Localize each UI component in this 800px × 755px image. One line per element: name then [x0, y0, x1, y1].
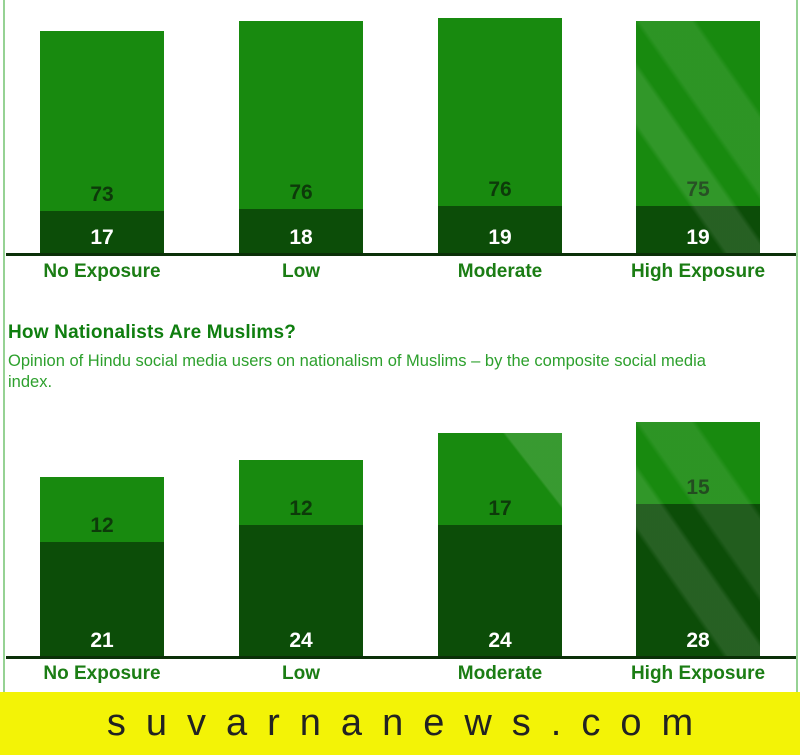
bar-value-label-dark: 21 — [90, 629, 114, 652]
bar-moderate: 17 24 — [438, 433, 562, 656]
bar-value-label-light: 76 — [488, 178, 512, 201]
bar-segment-light — [40, 477, 164, 542]
bar-value-label-light: 75 — [686, 178, 710, 201]
chart-subtitle: Opinion of Hindu social media users on n… — [8, 351, 706, 391]
bar-high-exposure: 15 28 — [636, 422, 760, 656]
watermark-banner: suvarnanews.com — [0, 692, 800, 755]
bar-segment-light — [438, 433, 562, 525]
bar-segment-dark — [636, 504, 760, 656]
bar-segment-dark — [239, 209, 363, 253]
bar-value-label-dark: 19 — [686, 226, 710, 249]
chart-bottom-stacked-bars: 12 21 12 24 17 24 15 28 No Exposure Low Moderate H… — [0, 371, 800, 691]
bar-segment-light — [636, 21, 760, 206]
category-label-moderate: Moderate — [457, 261, 543, 282]
chart-bottom-x-axis — [6, 656, 796, 659]
bar-no-exposure: 73 17 — [40, 31, 164, 253]
bar-value-label-dark: 24 — [488, 629, 512, 652]
bar-value-label-light: 73 — [90, 183, 114, 206]
bar-segment-dark — [636, 206, 760, 253]
bar-value-label-light: 76 — [289, 181, 313, 204]
category-label-low: Low — [282, 261, 320, 282]
bar-moderate: 76 19 — [438, 18, 562, 253]
chart-top-stacked-bars: 73 17 76 18 76 19 75 19 No Exposure Low Moderate H… — [0, 0, 800, 290]
bar-value-label-dark: 18 — [289, 226, 313, 249]
chart-bottom-plot-area: 12 21 12 24 17 24 15 28 — [0, 371, 800, 656]
bar-value-label-dark: 28 — [686, 629, 710, 652]
bar-segment-dark — [40, 211, 164, 253]
bar-value-label-light: 12 — [289, 497, 313, 520]
category-label-high-exposure: High Exposure — [630, 663, 766, 684]
chart-top-category-labels: No Exposure Low Moderate High Exposure — [0, 261, 800, 285]
bar-low: 76 18 — [239, 21, 363, 253]
chart-top-x-axis — [6, 253, 796, 256]
bar-segment-dark — [438, 206, 562, 253]
bar-value-label-dark: 17 — [90, 226, 114, 249]
bar-segment-dark — [40, 542, 164, 656]
frame-border-right — [796, 0, 798, 692]
chart-bottom-category-labels: No Exposure Low Moderate High Exposure — [0, 663, 800, 687]
bar-segment-light — [239, 21, 363, 209]
bar-segment-light — [636, 422, 760, 504]
chart-bottom-header: How Nationalists Are Muslims? Opinion of… — [8, 322, 748, 393]
bar-no-exposure: 12 21 — [40, 477, 164, 656]
category-label-moderate: Moderate — [457, 663, 543, 684]
bar-segment-dark — [438, 525, 562, 656]
chart-title: How Nationalists Are Muslims? — [8, 322, 297, 343]
watermark-text: suvarnanews.com — [106, 702, 714, 744]
bar-value-label-light: 15 — [686, 476, 710, 499]
category-label-no-exposure: No Exposure — [43, 261, 161, 282]
bar-value-label-dark: 19 — [488, 226, 512, 249]
bar-value-label-light: 12 — [90, 514, 114, 537]
category-label-no-exposure: No Exposure — [43, 663, 161, 684]
bar-segment-light — [438, 18, 562, 206]
chart-top-plot-area: 73 17 76 18 76 19 75 19 — [0, 0, 800, 253]
bar-segment-dark — [239, 525, 363, 656]
bar-segment-light — [40, 31, 164, 211]
bar-value-label-light: 17 — [488, 497, 512, 520]
category-label-high-exposure: High Exposure — [630, 261, 766, 282]
frame-border-left — [3, 0, 5, 692]
bar-high-exposure: 75 19 — [636, 21, 760, 253]
category-label-low: Low — [282, 663, 320, 684]
bar-segment-light — [239, 460, 363, 525]
bar-value-label-dark: 24 — [289, 629, 313, 652]
bar-low: 12 24 — [239, 460, 363, 656]
